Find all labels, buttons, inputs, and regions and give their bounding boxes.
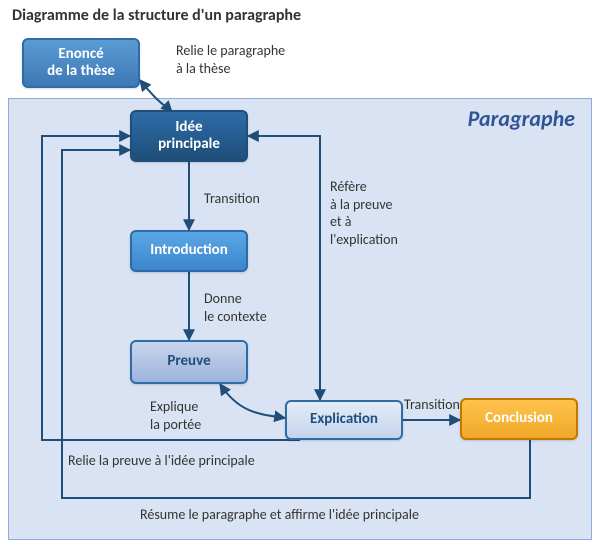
edge-label-main-intro: Transition bbox=[204, 190, 260, 208]
node-preuve: Preuve bbox=[130, 340, 248, 384]
diagram-title: Diagramme de la structure d'un paragraph… bbox=[12, 6, 301, 25]
edge-label-concl-main: Résume le paragraphe et affirme l'idée p… bbox=[140, 506, 419, 524]
node-explication: Explication bbox=[285, 400, 403, 440]
edge-label-explic-main: Relie la preuve à l'idée principale bbox=[68, 452, 255, 470]
node-conclusion: Conclusion bbox=[460, 398, 578, 440]
edge-label-preuve-explic: Explique la portée bbox=[150, 398, 201, 433]
edge-label-main-explic: Réfère à la preuve et à l'explication bbox=[330, 178, 398, 248]
paragraph-panel-label: Paragraphe bbox=[468, 105, 575, 132]
edge-label-thesis-main: Relie le paragraphe à la thèse bbox=[176, 42, 285, 77]
edge-label-intro-preuve: Donne le contexte bbox=[204, 290, 267, 325]
node-thesis: Enoncé de la thèse bbox=[22, 38, 140, 88]
edge-label-explic-concl: Transition bbox=[404, 396, 460, 414]
paragraph-panel: Paragraphe bbox=[8, 98, 592, 540]
node-introduction: Introduction bbox=[130, 230, 248, 272]
node-main-idea: Idée principale bbox=[130, 110, 248, 162]
